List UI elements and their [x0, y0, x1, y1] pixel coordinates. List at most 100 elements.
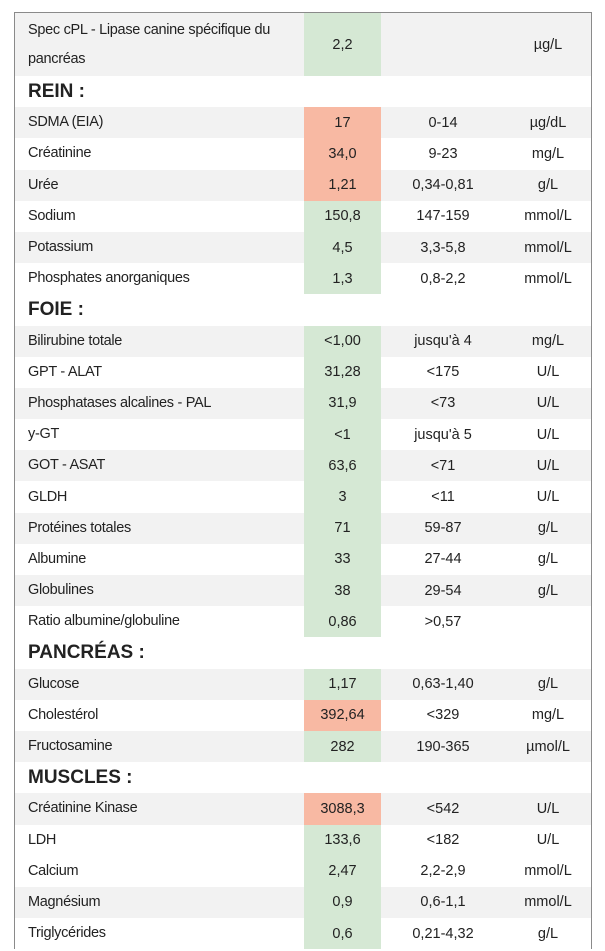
test-name: Spec cPL - Lipase canine spécifique du p… — [28, 21, 270, 67]
table-row: Fructosamine 282 190-365 µmol/L — [15, 730, 591, 763]
test-name: Globulines — [28, 582, 94, 599]
table-row: Glucose 1,17 0,63-1,40 g/L — [15, 668, 591, 700]
table-row: LDH 133,6 <182 U/L — [15, 824, 591, 856]
test-name: GPT - ALAT — [28, 363, 102, 380]
test-name: Créatinine Kinase — [28, 800, 138, 817]
unit: g/L — [537, 551, 559, 568]
test-name: Urée — [28, 176, 59, 193]
result-value: 133,6 — [304, 824, 381, 856]
reference-range: 0,63-1,40 — [412, 676, 474, 693]
test-name: Triglycérides — [28, 925, 106, 942]
unit: mmol/L — [524, 863, 572, 880]
test-name: GLDH — [28, 488, 68, 505]
table-row: Magnésium 0,9 0,6-1,1 mmol/L — [15, 886, 591, 919]
test-name: Phosphatases alcalines - PAL — [28, 394, 212, 411]
table-row: Potassium 4,5 3,3-5,8 mmol/L — [15, 231, 591, 264]
test-name: SDMA (EIA) — [28, 114, 104, 131]
test-name: Fructosamine — [28, 738, 113, 755]
table-row: SDMA (EIA) 17 0-14 µg/dL — [15, 107, 591, 139]
test-name: Créatinine — [28, 145, 92, 162]
reference-range: <71 — [430, 457, 456, 474]
unit: mg/L — [531, 145, 565, 162]
reference-range: 147-159 — [416, 208, 470, 225]
result-value: 3 — [304, 481, 381, 513]
lab-results-table: Spec cPL - Lipase canine spécifique du p… — [14, 12, 592, 950]
reference-range: 0,34-0,81 — [412, 177, 474, 194]
test-name: GOT - ASAT — [28, 457, 106, 474]
reference-range: <329 — [426, 707, 460, 724]
unit: µg/dL — [529, 114, 567, 131]
reference-range: 27-44 — [424, 551, 462, 568]
table-row: Spec cPL - Lipase canine spécifique du p… — [15, 13, 591, 76]
unit: g/L — [537, 582, 559, 599]
unit: mg/L — [531, 333, 565, 350]
reference-range: jusqu'à 4 — [414, 333, 472, 350]
test-name: Protéines totales — [28, 519, 131, 536]
table-row: Triglycérides 0,6 0,21-4,32 g/L — [15, 918, 591, 950]
result-value: 2,47 — [304, 855, 381, 887]
reference-range: <73 — [430, 395, 456, 412]
result-value: 71 — [304, 512, 381, 544]
reference-range: <542 — [426, 800, 460, 817]
test-name: Albumine — [28, 550, 87, 567]
unit: mmol/L — [524, 239, 572, 256]
table-row: Cholestérol 392,64 <329 mg/L — [15, 699, 591, 731]
table-row: Créatinine 34,0 9-23 mg/L — [15, 138, 591, 170]
result-value: 31,28 — [304, 356, 381, 388]
result-value: 38 — [304, 575, 381, 607]
reference-range: <182 — [426, 832, 460, 849]
test-name: Phosphates anorganiques — [28, 270, 190, 287]
result-value: 1,21 — [304, 169, 381, 201]
reference-range: >0,57 — [424, 613, 462, 630]
table-row: GPT - ALAT 31,28 <175 U/L — [15, 356, 591, 388]
reference-range: 2,2-2,9 — [420, 863, 466, 880]
test-name: Bilirubine totale — [28, 332, 123, 349]
unit: U/L — [536, 364, 560, 381]
reference-range: 190-365 — [416, 738, 470, 755]
reference-range: jusqu'à 5 — [414, 426, 472, 443]
unit: U/L — [536, 832, 560, 849]
result-value: <1,00 — [304, 325, 381, 357]
unit: g/L — [537, 177, 559, 194]
reference-range: 0,21-4,32 — [412, 925, 474, 942]
unit: mmol/L — [524, 208, 572, 225]
result-value: 0,86 — [304, 606, 381, 638]
test-name: y-GT — [28, 426, 60, 443]
table-row: Urée 1,21 0,34-0,81 g/L — [15, 169, 591, 201]
result-value: 0,9 — [304, 886, 381, 919]
reference-range: 59-87 — [424, 520, 462, 537]
table-row: GLDH 3 <11 U/L — [15, 481, 591, 513]
table-row: Créatinine Kinase 3088,3 <542 U/L — [15, 793, 591, 825]
table-row: Albumine 33 27-44 g/L — [15, 543, 591, 575]
unit: mg/L — [531, 707, 565, 724]
test-name: LDH — [28, 831, 57, 848]
unit: mmol/L — [524, 270, 572, 287]
table-row: y-GT <1 jusqu'à 5 U/L — [15, 419, 591, 451]
unit: U/L — [536, 457, 560, 474]
test-name: Ratio albumine/globuline — [28, 613, 180, 630]
table-row: Calcium 2,47 2,2-2,9 mmol/L — [15, 855, 591, 887]
section-header: PANCRÉAS : — [15, 637, 591, 669]
table-row: Sodium 150,8 147-159 mmol/L — [15, 200, 591, 232]
unit: U/L — [536, 800, 560, 817]
section-header: MUSCLES : — [15, 762, 591, 794]
test-name: Cholestérol — [28, 706, 99, 723]
result-value: 1,3 — [304, 263, 381, 295]
reference-range: 29-54 — [424, 582, 462, 599]
table-row: Ratio albumine/globuline 0,86 >0,57 — [15, 606, 591, 638]
result-value: 63,6 — [304, 450, 381, 482]
test-name: Magnésium — [28, 893, 101, 910]
result-value: 150,8 — [304, 200, 381, 232]
result-value: 392,64 — [304, 699, 381, 731]
table-row: Globulines 38 29-54 g/L — [15, 575, 591, 607]
result-value: <1 — [304, 419, 381, 451]
result-value: 33 — [304, 543, 381, 575]
reference-range: 0,8-2,2 — [420, 270, 466, 287]
test-name: Potassium — [28, 239, 93, 256]
result-value: 282 — [304, 730, 381, 763]
section-header: FOIE : — [15, 294, 591, 326]
unit: U/L — [536, 395, 560, 412]
result-value: 17 — [304, 107, 381, 139]
unit: mmol/L — [524, 894, 572, 911]
unit: U/L — [536, 426, 560, 443]
